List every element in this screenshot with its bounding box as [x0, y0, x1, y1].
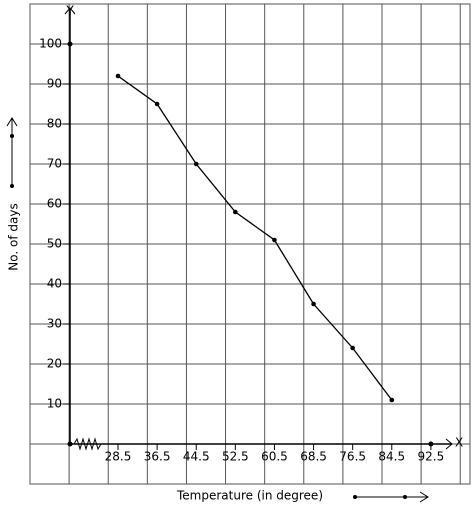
y-tick-label: 100	[39, 37, 62, 51]
grid	[29, 3, 471, 485]
y-axis-arrow	[64, 7, 76, 15]
data-point	[115, 73, 121, 79]
y-end-dot	[67, 41, 73, 47]
data-point	[350, 345, 355, 351]
arrow-dot	[10, 184, 14, 188]
y-tick-label: 20	[47, 357, 62, 371]
data-point	[193, 161, 199, 167]
data-point	[311, 301, 316, 307]
x-axis-label: Temperature (in degree)	[176, 489, 323, 503]
y-tick-label: 90	[47, 77, 62, 91]
arrow-dot	[353, 495, 357, 499]
y-tick-label: 40	[47, 277, 62, 291]
y-tick-label: 30	[47, 317, 62, 331]
x-tick-label: 68.5	[300, 450, 327, 464]
x-end-dot	[428, 441, 434, 447]
data-point	[154, 101, 160, 107]
y-axis-name: Y	[65, 4, 74, 18]
axis-break	[73, 437, 102, 451]
y-tick-label: 60	[47, 197, 62, 211]
x-axis-name: X	[455, 436, 463, 450]
x-tick-label: 60.5	[261, 450, 288, 464]
y-direction-arrow	[6, 117, 18, 186]
y-tick-label: 50	[47, 237, 62, 251]
x-tick-label: 92.5	[418, 450, 445, 464]
arrow-dot	[10, 134, 14, 138]
arrow-dot	[403, 495, 407, 499]
y-axis-label: No. of days	[7, 203, 21, 270]
origin-dot	[67, 441, 73, 447]
data-point	[233, 209, 238, 215]
data-line	[117, 75, 393, 401]
x-tick-label: 36.5	[144, 450, 171, 464]
y-tick-label: 70	[47, 157, 62, 171]
y-tick-label: 10	[47, 397, 62, 411]
x-tick-label: 52.5	[222, 450, 249, 464]
data-point	[389, 397, 395, 403]
x-tick-label: 84.5	[378, 450, 405, 464]
data-point	[272, 237, 277, 243]
x-tick-label: 28.5	[105, 450, 132, 464]
x-direction-arrow	[355, 491, 429, 503]
y-tick-label: 80	[47, 117, 62, 131]
x-axis-arrow	[445, 438, 453, 450]
x-tick-label: 76.5	[339, 450, 366, 464]
x-tick-label: 44.5	[183, 450, 210, 464]
